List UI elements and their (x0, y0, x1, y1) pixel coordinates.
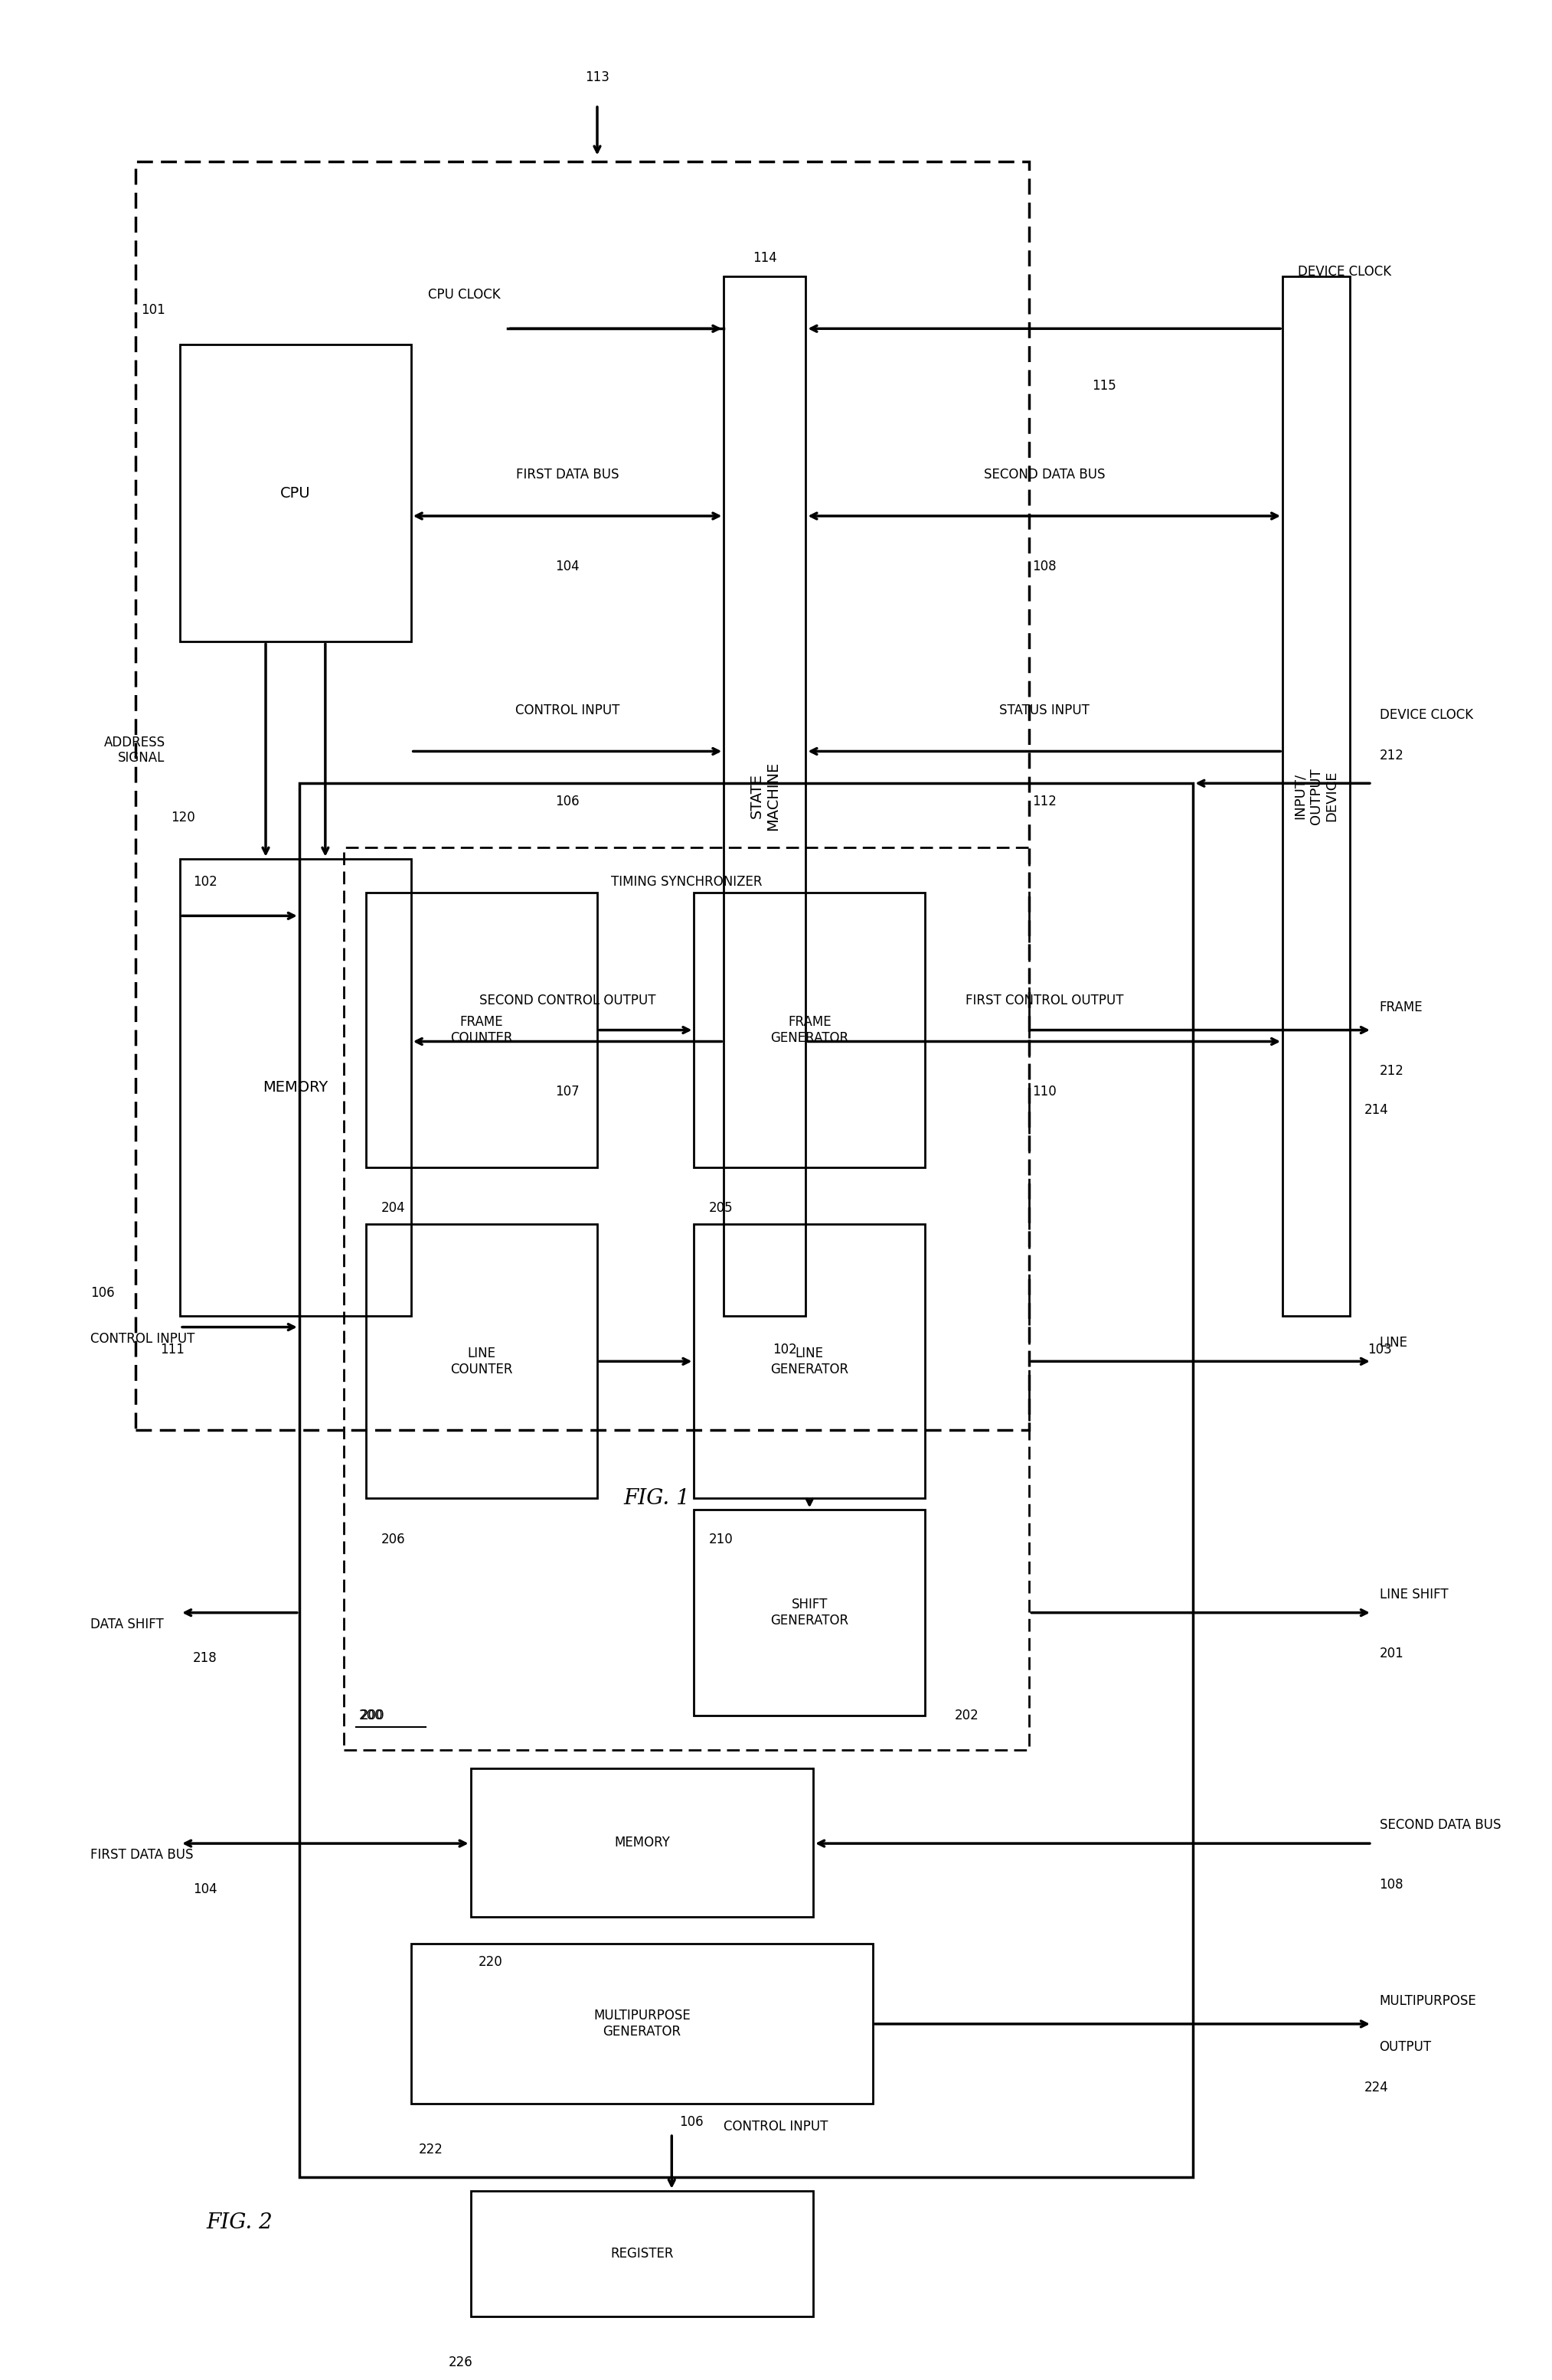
Text: 210: 210 (709, 1533, 733, 1547)
Bar (694, 1223, 925, 1499)
Text: 110: 110 (1032, 1085, 1057, 1100)
Text: CONTROL INPUT: CONTROL INPUT (723, 2121, 829, 2132)
Text: 200: 200 (359, 1709, 383, 1723)
Text: TIMING SYNCHRONIZER: TIMING SYNCHRONIZER (611, 876, 762, 888)
Text: 102: 102 (773, 1342, 796, 1357)
Text: 206: 206 (382, 1533, 405, 1547)
Text: 201: 201 (1380, 1647, 1403, 1661)
Text: 200: 200 (360, 1709, 385, 1723)
Text: CONTROL INPUT: CONTROL INPUT (515, 704, 619, 716)
Text: 202: 202 (954, 1709, 979, 1723)
Text: STATE
MACHINE: STATE MACHINE (750, 762, 781, 831)
Text: FIRST DATA BUS: FIRST DATA BUS (515, 469, 619, 481)
Text: 218: 218 (192, 1652, 217, 1666)
Text: 226: 226 (449, 2356, 472, 2368)
Text: FIG. 1: FIG. 1 (624, 1488, 691, 1509)
Text: CPU CLOCK: CPU CLOCK (428, 288, 500, 302)
Text: MULTIPURPOSE
GENERATOR: MULTIPURPOSE GENERATOR (593, 2009, 691, 2040)
Text: CPU: CPU (281, 486, 310, 500)
Bar (723, 276, 805, 1316)
Bar (411, 1944, 872, 2104)
Text: 101: 101 (141, 305, 165, 317)
Text: LINE: LINE (1380, 1335, 1408, 1349)
Text: DEVICE CLOCK: DEVICE CLOCK (1297, 264, 1391, 278)
Bar (135, 162, 1029, 1430)
Text: 120: 120 (171, 812, 196, 823)
Text: LINE SHIFT: LINE SHIFT (1380, 1587, 1448, 1602)
Bar (366, 1223, 598, 1499)
Bar (694, 892, 925, 1166)
Text: FRAME
COUNTER: FRAME COUNTER (450, 1016, 514, 1045)
Text: MEMORY: MEMORY (262, 1081, 327, 1095)
Text: INPUT/
OUTPUT
DEVICE: INPUT/ OUTPUT DEVICE (1293, 769, 1339, 823)
Text: 212: 212 (1380, 750, 1405, 762)
Bar (300, 783, 1193, 2178)
Bar (345, 847, 1029, 1749)
Text: 204: 204 (382, 1202, 405, 1216)
Text: 107: 107 (556, 1085, 579, 1100)
Text: 212: 212 (1380, 1064, 1405, 1078)
Text: SECOND DATA BUS: SECOND DATA BUS (1380, 1818, 1501, 1833)
Text: CONTROL INPUT: CONTROL INPUT (90, 1333, 196, 1345)
Bar (366, 892, 598, 1166)
Text: MULTIPURPOSE: MULTIPURPOSE (1380, 1994, 1476, 2009)
Text: STATUS INPUT: STATUS INPUT (999, 704, 1090, 716)
Text: FIG. 2: FIG. 2 (206, 2213, 273, 2232)
Text: FIRST CONTROL OUTPUT: FIRST CONTROL OUTPUT (965, 992, 1124, 1007)
Bar (694, 1509, 925, 1716)
Bar (1282, 276, 1350, 1316)
Bar (470, 2190, 813, 2316)
Text: MEMORY: MEMORY (615, 1835, 670, 1849)
Text: 106: 106 (556, 795, 579, 809)
Text: DEVICE CLOCK: DEVICE CLOCK (1380, 707, 1473, 721)
Bar (180, 859, 411, 1316)
Bar (180, 345, 411, 643)
Text: 115: 115 (1091, 378, 1116, 393)
Text: 224: 224 (1364, 2080, 1389, 2094)
Text: 108: 108 (1380, 1878, 1403, 1892)
Text: LINE
COUNTER: LINE COUNTER (450, 1347, 514, 1376)
Text: 112: 112 (1032, 795, 1057, 809)
Text: 114: 114 (753, 250, 778, 264)
Text: FRAME
GENERATOR: FRAME GENERATOR (770, 1016, 849, 1045)
Text: SECOND DATA BUS: SECOND DATA BUS (984, 469, 1105, 481)
Bar (470, 1768, 813, 1916)
Text: 220: 220 (478, 1956, 503, 1968)
Text: 103: 103 (1367, 1342, 1392, 1357)
Text: 104: 104 (556, 559, 579, 574)
Text: 222: 222 (419, 2142, 442, 2156)
Text: 108: 108 (1032, 559, 1057, 574)
Text: 106: 106 (680, 2116, 703, 2130)
Text: OUTPUT: OUTPUT (1380, 2040, 1431, 2054)
Text: FIRST DATA BUS: FIRST DATA BUS (90, 1847, 194, 1861)
Text: DATA SHIFT: DATA SHIFT (90, 1618, 165, 1630)
Text: 106: 106 (90, 1285, 115, 1299)
Text: REGISTER: REGISTER (610, 2247, 674, 2261)
Text: SECOND CONTROL OUTPUT: SECOND CONTROL OUTPUT (480, 992, 655, 1007)
Text: 214: 214 (1364, 1104, 1389, 1116)
Text: LINE
GENERATOR: LINE GENERATOR (770, 1347, 849, 1376)
Text: 111: 111 (160, 1342, 185, 1357)
Text: SHIFT
GENERATOR: SHIFT GENERATOR (770, 1597, 849, 1628)
Text: 113: 113 (585, 71, 610, 83)
Text: 104: 104 (192, 1883, 217, 1897)
Text: ADDRESS
SIGNAL: ADDRESS SIGNAL (104, 735, 165, 764)
Text: 102: 102 (192, 876, 217, 888)
Text: FRAME: FRAME (1380, 1000, 1423, 1014)
Text: 205: 205 (709, 1202, 733, 1216)
